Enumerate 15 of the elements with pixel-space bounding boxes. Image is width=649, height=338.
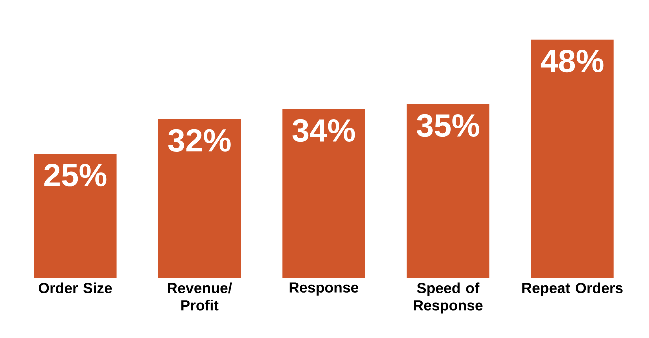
data-label: 35% (416, 114, 480, 138)
bar (158, 119, 242, 278)
x-tick-label: Speed of Response (414, 282, 483, 314)
x-tick-label: Revenue/ Profit (168, 282, 232, 311)
bar (406, 104, 490, 278)
bar (531, 40, 614, 278)
x-tick-label: Order Size (38, 282, 112, 294)
bar (34, 154, 117, 278)
bar (282, 109, 366, 278)
x-tick-label: Response (290, 282, 359, 296)
x-tick-label: Repeat Orders (522, 282, 623, 296)
data-label: 25% (44, 164, 107, 187)
data-label: 48% (540, 50, 604, 73)
data-label: 34% (292, 119, 356, 142)
data-label: 32% (168, 129, 231, 152)
